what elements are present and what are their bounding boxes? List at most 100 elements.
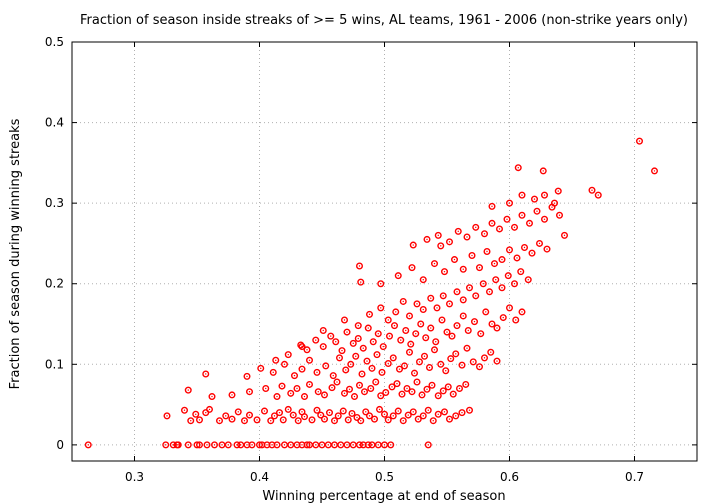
- data-point: [518, 308, 526, 316]
- data-point: [487, 348, 495, 356]
- x-axis-label: Winning percentage at end of season: [262, 489, 505, 504]
- data-point: [357, 278, 365, 286]
- data-point: [392, 308, 400, 316]
- data-point: [453, 288, 461, 296]
- data-point: [391, 322, 399, 330]
- data-point: [406, 348, 414, 356]
- data-point: [363, 357, 371, 365]
- data-point: [368, 441, 376, 449]
- data-point: [371, 415, 379, 423]
- data-point: [414, 415, 422, 423]
- data-point: [287, 389, 295, 397]
- data-point: [257, 364, 265, 372]
- x-tick-label: 0.4: [250, 470, 269, 484]
- data-point: [312, 336, 320, 344]
- data-point: [384, 360, 392, 368]
- data-point: [271, 412, 279, 420]
- data-point: [407, 340, 415, 348]
- data-point: [389, 354, 397, 362]
- data-point: [321, 415, 329, 423]
- data-point: [336, 354, 344, 362]
- data-point: [498, 284, 506, 292]
- data-point: [432, 338, 440, 346]
- data-point: [349, 339, 357, 347]
- data-point: [454, 227, 462, 235]
- data-point: [367, 384, 375, 392]
- data-point: [273, 393, 281, 401]
- data-point: [459, 312, 467, 320]
- data-point: [518, 191, 526, 199]
- data-point: [419, 306, 427, 314]
- tick-labels: 0.3 0.4 0.5 0.6 0.7 0 0.1 0.2 0.3 0.4 0.5: [45, 35, 644, 484]
- data-point: [458, 361, 466, 369]
- data-point: [224, 441, 232, 449]
- data-point: [306, 380, 314, 388]
- data-point: [434, 231, 442, 239]
- data-point: [422, 334, 430, 342]
- data-point: [512, 316, 520, 324]
- data-point: [203, 441, 211, 449]
- data-point: [434, 392, 442, 400]
- data-point: [466, 406, 474, 414]
- data-point: [446, 238, 454, 246]
- data-point: [464, 326, 472, 334]
- data-point: [319, 343, 327, 351]
- data-point: [517, 268, 525, 276]
- data-point: [261, 407, 269, 415]
- data-point: [551, 199, 559, 207]
- data-point: [406, 312, 414, 320]
- data-point: [192, 410, 200, 418]
- data-point: [417, 320, 425, 328]
- data-point: [428, 381, 436, 389]
- data-point: [594, 191, 602, 199]
- data-point: [561, 231, 569, 239]
- data-point: [459, 296, 467, 304]
- data-point: [174, 441, 182, 449]
- data-point: [423, 235, 431, 243]
- data-point: [294, 417, 302, 425]
- data-point: [452, 412, 460, 420]
- data-point: [314, 388, 322, 396]
- data-point: [434, 410, 442, 418]
- data-point: [187, 417, 195, 425]
- data-point: [518, 211, 526, 219]
- data-point: [208, 393, 216, 401]
- data-point: [272, 356, 280, 364]
- data-point: [419, 276, 427, 284]
- data-point: [332, 338, 340, 346]
- y-tick-label: 0.4: [45, 116, 64, 130]
- data-point: [308, 416, 316, 424]
- data-point: [269, 368, 277, 376]
- data-point: [424, 406, 432, 414]
- data-point: [449, 390, 457, 398]
- data-point: [303, 346, 311, 354]
- data-point: [328, 384, 336, 392]
- data-point: [366, 310, 374, 318]
- data-point: [439, 387, 447, 395]
- data-point: [222, 412, 230, 420]
- data-point: [476, 264, 484, 272]
- data-point: [456, 384, 464, 392]
- data-point: [493, 324, 501, 332]
- data-point: [234, 408, 242, 416]
- data-point: [348, 409, 356, 417]
- data-point: [162, 441, 170, 449]
- data-point: [469, 358, 477, 366]
- x-tick-label: 0.5: [375, 470, 394, 484]
- data-point: [394, 407, 402, 415]
- data-point: [357, 417, 365, 425]
- data-point: [506, 199, 514, 207]
- data-point: [429, 417, 437, 425]
- data-point: [453, 322, 461, 330]
- data-point: [481, 230, 489, 238]
- data-point: [338, 347, 346, 355]
- y-tick-label: 0.2: [45, 277, 64, 291]
- data-point: [281, 360, 289, 368]
- data-point: [418, 391, 426, 399]
- data-point: [374, 330, 382, 338]
- data-point: [409, 241, 417, 249]
- data-point: [184, 441, 192, 449]
- data-point: [346, 385, 354, 393]
- data-point: [306, 356, 314, 364]
